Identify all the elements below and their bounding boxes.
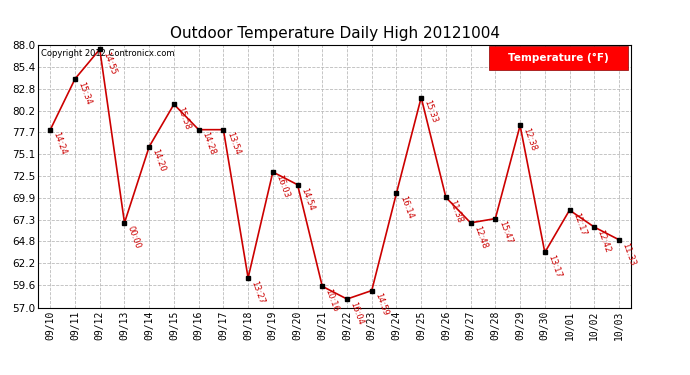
Text: 16:14: 16:14 bbox=[398, 195, 415, 220]
Text: 12:42: 12:42 bbox=[595, 228, 612, 254]
Text: 13:27: 13:27 bbox=[250, 279, 266, 305]
Text: 16:04: 16:04 bbox=[348, 300, 365, 326]
Text: 15:58: 15:58 bbox=[175, 106, 192, 131]
Text: 15:33: 15:33 bbox=[422, 99, 440, 124]
Text: 14:54: 14:54 bbox=[299, 186, 315, 211]
Text: 16:03: 16:03 bbox=[274, 173, 291, 199]
Text: 14:20: 14:20 bbox=[150, 148, 167, 173]
Text: 12:38: 12:38 bbox=[522, 127, 538, 153]
Text: 11:33: 11:33 bbox=[620, 241, 637, 267]
Text: 13:17: 13:17 bbox=[546, 254, 563, 279]
Text: 12:48: 12:48 bbox=[472, 224, 489, 250]
FancyBboxPatch shape bbox=[489, 46, 629, 70]
Text: 13:54: 13:54 bbox=[225, 131, 241, 157]
Text: 10:16: 10:16 bbox=[324, 288, 340, 313]
Text: 00:00: 00:00 bbox=[126, 224, 142, 250]
Text: 15:34: 15:34 bbox=[77, 80, 93, 106]
Text: Copyright 2012 Contronicx.com: Copyright 2012 Contronicx.com bbox=[41, 49, 175, 58]
Text: 15:47: 15:47 bbox=[497, 220, 513, 246]
Text: Temperature (°F): Temperature (°F) bbox=[509, 53, 609, 63]
Text: 14:24: 14:24 bbox=[52, 131, 68, 156]
Text: 14:55: 14:55 bbox=[101, 51, 118, 76]
Text: 11:38: 11:38 bbox=[447, 199, 464, 225]
Text: 12:17: 12:17 bbox=[571, 211, 588, 237]
Title: Outdoor Temperature Daily High 20121004: Outdoor Temperature Daily High 20121004 bbox=[170, 26, 500, 41]
Text: 14:28: 14:28 bbox=[200, 131, 217, 157]
Text: 14:59: 14:59 bbox=[373, 292, 390, 317]
